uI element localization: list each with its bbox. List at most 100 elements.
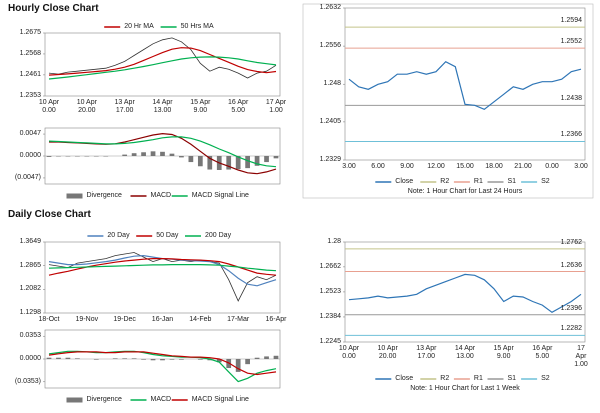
x-tick-label: 21.00 <box>514 163 532 170</box>
bar <box>169 359 175 360</box>
x-tick-label: 17 Apr 1.00 <box>265 99 287 114</box>
legend-label: MACD <box>150 396 172 403</box>
legend-label: MACD <box>150 192 172 199</box>
y-tick-label: 0.0047 <box>19 130 41 138</box>
legend-label: R2 <box>440 375 450 382</box>
legend-label: S1 <box>507 178 517 185</box>
chart-note: Note: 1 Hour Chart for Last 1 Week <box>410 385 520 392</box>
legend-label: MACD Signal Line <box>191 396 249 403</box>
x-tick-label: 13 Apr 17.00 <box>114 99 135 114</box>
bar <box>264 356 269 359</box>
level-label: 1.2552 <box>560 38 582 46</box>
x-tick-label: 14 Apr 13.00 <box>454 345 476 360</box>
y-tick-label: 0.0000 <box>19 355 41 362</box>
level-label: 1.2636 <box>560 261 582 269</box>
x-tick-label: 3.00 <box>342 163 356 170</box>
bar <box>245 156 250 169</box>
x-tick-label: 9.00 <box>400 163 414 170</box>
series-line <box>48 264 277 272</box>
x-tick-label: 15 Apr 9.00 <box>493 345 514 360</box>
x-tick-label: 10 Apr 20.00 <box>377 345 398 360</box>
legend-label: Divergence <box>86 192 122 199</box>
x-tick-label: 19-Nov <box>75 316 99 323</box>
legend-label: 20 Hr MA <box>124 23 154 30</box>
bar <box>245 359 250 365</box>
series-line <box>48 351 277 376</box>
plot-frame <box>344 241 586 343</box>
x-tick-label: 18-Oct <box>38 316 60 323</box>
bar <box>273 355 279 359</box>
bar <box>150 151 156 156</box>
legend-label: S1 <box>507 375 517 382</box>
bar <box>179 156 184 158</box>
bar <box>150 359 156 361</box>
bar <box>160 359 165 361</box>
legend-label: MACD Signal Line <box>191 192 249 199</box>
bar <box>273 156 279 159</box>
bar <box>112 358 118 359</box>
y-tick-label: 1.1298 <box>19 309 41 316</box>
bar <box>188 156 194 163</box>
x-tick-label: 16 Apr 5.00 <box>532 345 553 360</box>
x-tick-label: 17 Apr 1.00 <box>574 345 588 368</box>
y-tick-label: 1.2329 <box>319 156 341 163</box>
series-line <box>48 56 277 80</box>
section-heading: Daily Close Chart <box>8 209 91 220</box>
y-tick-label: 1.2865 <box>19 261 41 269</box>
y-tick-label: 1.28 <box>327 238 341 245</box>
legend-label: 20 Day <box>107 232 130 239</box>
bar <box>197 156 203 167</box>
bar <box>46 156 52 157</box>
x-tick-label: 14-Feb <box>189 316 212 323</box>
y-tick-label: 1.2675 <box>19 29 41 36</box>
series-line <box>48 252 277 302</box>
legend-label: 200 Day <box>205 232 232 239</box>
bar <box>254 156 260 166</box>
bar <box>122 358 128 359</box>
bar <box>216 359 222 363</box>
x-tick-label: 14 Apr 13.00 <box>152 99 173 114</box>
bar <box>207 156 213 170</box>
series-line <box>348 273 582 314</box>
x-tick-label: 19-Dec <box>113 316 136 323</box>
x-tick-label: 10 Apr 0.00 <box>38 99 60 114</box>
bar <box>226 156 232 170</box>
x-tick-label: 16 Apr 5.00 <box>228 99 249 114</box>
legend-label: Divergence <box>86 396 122 403</box>
panel-frame <box>302 3 594 199</box>
bar <box>56 357 61 359</box>
bar <box>131 358 137 359</box>
bar <box>141 152 146 156</box>
legend-label: R1 <box>473 178 483 185</box>
legend-label: R2 <box>440 178 450 185</box>
level-label: 1.2282 <box>560 325 582 333</box>
bar <box>160 151 165 156</box>
y-tick-label: 0.0000 <box>19 152 41 159</box>
y-tick-label: (0.0353) <box>14 377 41 385</box>
x-tick-label: 10 Apr 0.00 <box>338 345 360 360</box>
y-tick-label: 1.248 <box>323 80 341 88</box>
legend-label: S2 <box>541 375 550 382</box>
x-tick-label: 15.00 <box>456 163 474 170</box>
bar <box>46 357 52 359</box>
series-line <box>48 47 277 76</box>
legend-label: Close <box>395 375 414 382</box>
x-tick-label: 0.00 <box>545 163 559 170</box>
x-tick-label: 17-Mar <box>227 316 250 323</box>
bar <box>169 153 175 156</box>
bar <box>131 153 137 156</box>
bar <box>235 359 241 372</box>
y-tick-label: 1.2405 <box>319 117 341 125</box>
bar <box>141 359 146 360</box>
legend-label: R1 <box>473 375 483 382</box>
y-tick-label: 1.2082 <box>19 285 41 293</box>
bar <box>75 358 80 359</box>
x-tick-label: 10 Apr 20.00 <box>76 99 97 114</box>
level-label: 1.2438 <box>560 95 582 103</box>
legend-label: Close <box>395 178 414 185</box>
plot-frame <box>44 32 281 97</box>
bar <box>93 359 99 360</box>
y-tick-label: 1.2353 <box>19 92 41 99</box>
